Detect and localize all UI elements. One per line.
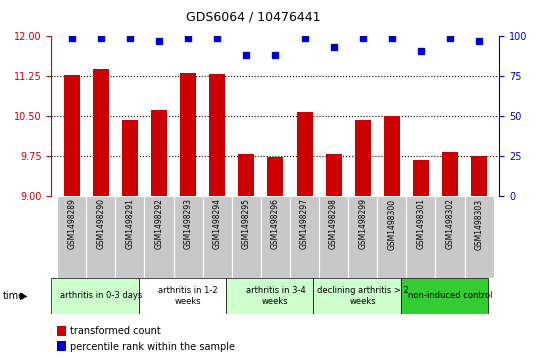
Bar [384,116,400,196]
Text: GSM1498294: GSM1498294 [213,199,222,249]
Bar [139,278,226,314]
Bar [355,120,371,196]
Bar [86,196,116,278]
Bar [464,196,494,278]
Text: time: time [3,291,25,301]
Bar [326,155,342,196]
Text: GSM1498292: GSM1498292 [154,199,164,249]
Bar [116,196,144,278]
Text: GSM1498290: GSM1498290 [96,199,105,249]
Text: transformed count: transformed count [70,326,161,336]
Bar [296,113,313,196]
Bar [319,196,348,278]
Text: non-induced control: non-induced control [408,291,492,300]
Text: arthritis in 1-2
weeks: arthritis in 1-2 weeks [158,286,218,306]
Bar [238,155,254,196]
Bar [202,196,232,278]
Text: GDS6064 / 10476441: GDS6064 / 10476441 [186,11,320,24]
Text: GSM1498293: GSM1498293 [184,199,193,249]
Bar [401,278,488,314]
Bar [348,196,377,278]
Text: arthritis in 0-3 days: arthritis in 0-3 days [59,291,142,300]
Bar [313,278,401,314]
Bar [377,196,407,278]
Text: ▶: ▶ [20,291,28,301]
Bar [57,196,86,278]
Bar [413,160,429,196]
Bar [267,157,284,196]
Bar [144,196,173,278]
Bar [290,196,319,278]
Text: GSM1498297: GSM1498297 [300,199,309,249]
Text: GSM1498298: GSM1498298 [329,199,338,249]
Bar [180,73,196,196]
Bar [471,156,487,196]
Text: GSM1498289: GSM1498289 [67,199,76,249]
Bar [226,278,313,314]
Bar [64,75,80,196]
Text: GSM1498300: GSM1498300 [387,199,396,250]
Bar [407,196,435,278]
Text: GSM1498302: GSM1498302 [446,199,455,249]
Text: GSM1498299: GSM1498299 [358,199,367,249]
Bar [435,196,464,278]
Bar [122,121,138,196]
Text: GSM1498291: GSM1498291 [125,199,134,249]
Bar [261,196,290,278]
Bar [93,69,109,196]
Text: GSM1498296: GSM1498296 [271,199,280,249]
Bar [51,278,139,314]
Text: GSM1498301: GSM1498301 [416,199,426,249]
Text: GSM1498295: GSM1498295 [242,199,251,249]
Bar [209,74,225,196]
Text: declining arthritis > 2
weeks: declining arthritis > 2 weeks [317,286,409,306]
Bar [173,196,202,278]
Bar [151,110,167,196]
Text: GSM1498303: GSM1498303 [475,199,484,250]
Bar [442,152,458,196]
Text: arthritis in 3-4
weeks: arthritis in 3-4 weeks [246,286,305,306]
Bar [232,196,261,278]
Text: percentile rank within the sample: percentile rank within the sample [70,342,235,352]
